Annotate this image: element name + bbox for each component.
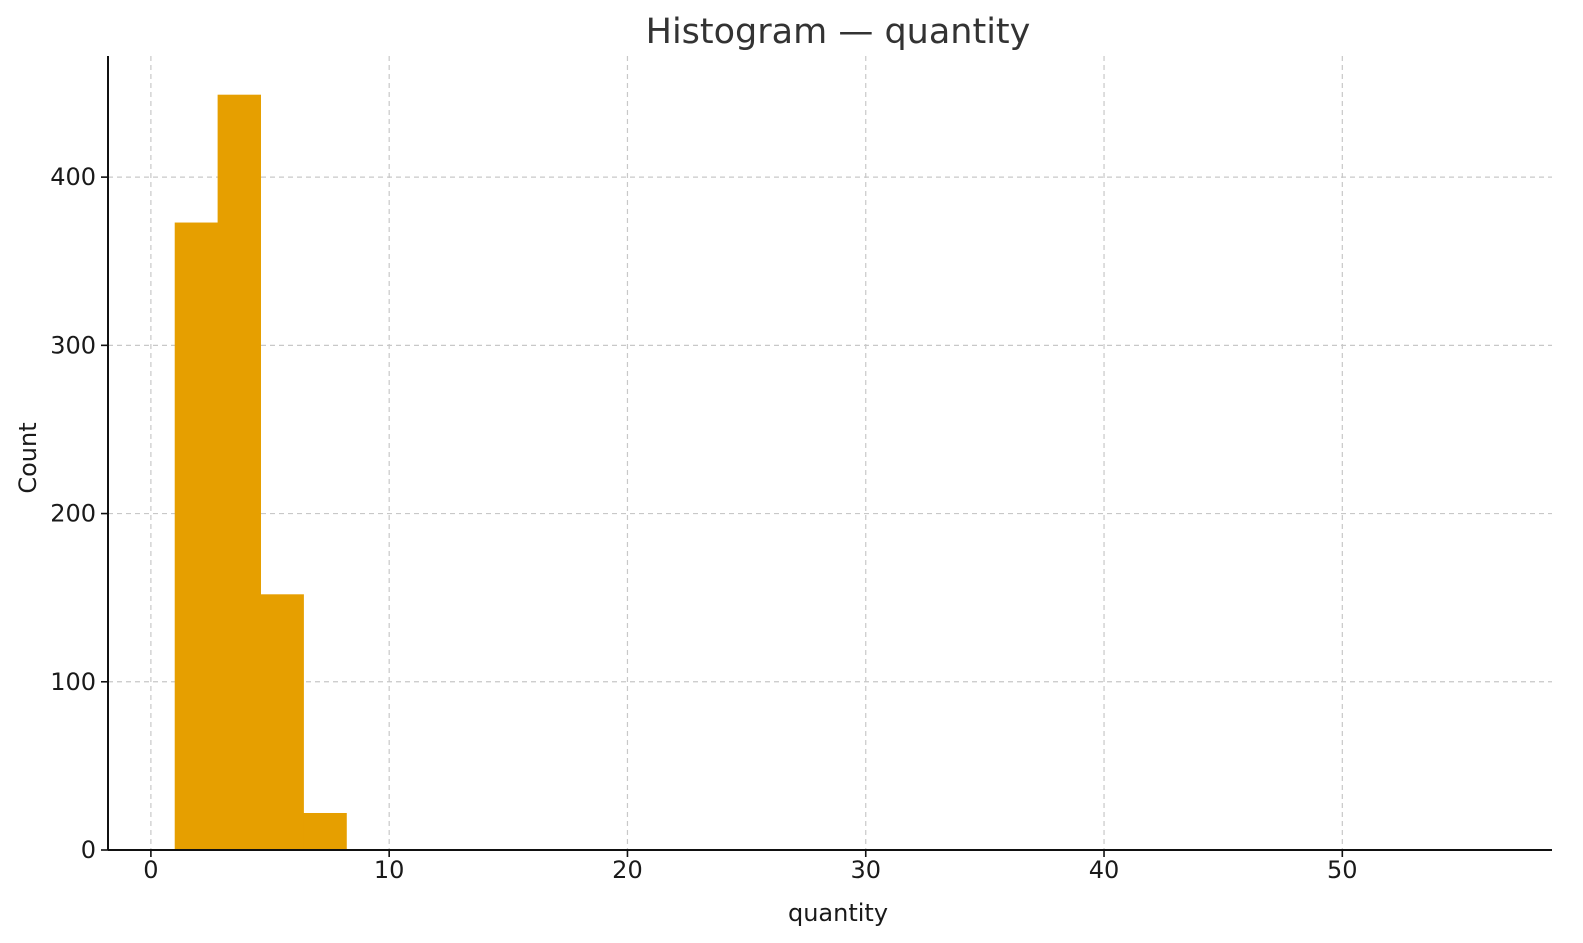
y-tick-label: 200 xyxy=(50,500,96,528)
y-axis-label: Count xyxy=(14,422,42,493)
x-tick-label: 10 xyxy=(374,856,405,884)
x-tick-label: 20 xyxy=(612,856,643,884)
x-tick-label: 30 xyxy=(850,856,881,884)
axes-layer xyxy=(107,56,1552,851)
x-tick-label: 50 xyxy=(1327,856,1358,884)
y-tick-label: 400 xyxy=(50,163,96,191)
histogram-bar-2 xyxy=(217,94,262,851)
chart-title: Histogram — quantity xyxy=(646,12,1031,52)
histogram-bar-4 xyxy=(303,812,347,850)
x-axis-label: quantity xyxy=(788,899,888,927)
y-tick-label: 100 xyxy=(50,668,96,696)
x-tick-label: 0 xyxy=(143,856,158,884)
y-tick-label: 0 xyxy=(81,836,96,864)
x-tick-label: 40 xyxy=(1089,856,1120,884)
bars-layer xyxy=(174,94,347,851)
ticks-layer: 0 10 20 30 40 50 0 100 200 300 400 xyxy=(50,163,1357,884)
histogram-bar-1 xyxy=(174,222,219,850)
y-tick-label: 300 xyxy=(50,331,96,359)
grid-layer xyxy=(108,56,1552,850)
histogram-bar-3 xyxy=(260,594,304,850)
